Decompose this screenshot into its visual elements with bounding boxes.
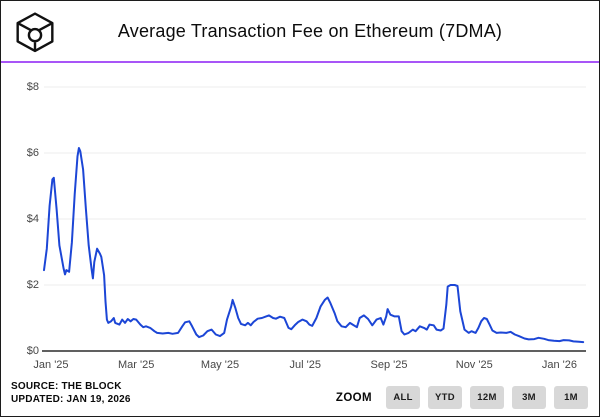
source-attribution: SOURCE: THE BLOCK UPDATED: JAN 19, 2026 — [11, 380, 131, 406]
x-axis-tick-label: Jul '25 — [289, 359, 321, 371]
header-divider — [1, 61, 599, 63]
y-axis-tick-label: $8 — [26, 81, 39, 93]
zoom-button-all[interactable]: ALL — [386, 386, 420, 409]
x-axis-tick-label: Sep '25 — [370, 359, 408, 371]
x-axis-tick-label: May '25 — [200, 359, 240, 371]
zoom-button-1m[interactable]: 1M — [554, 386, 588, 409]
the-block-logo-icon — [16, 12, 54, 53]
zoom-label: ZOOM — [335, 391, 372, 404]
source-line: SOURCE: THE BLOCK — [11, 381, 122, 392]
zoom-button-3m[interactable]: 3M — [512, 386, 546, 409]
y-axis-tick-label: $0 — [26, 345, 39, 357]
page-title: Average Transaction Fee on Ethereum (7DM… — [117, 21, 503, 41]
updated-line: UPDATED: JAN 19, 2026 — [11, 394, 131, 405]
x-axis-tick-label: Mar '25 — [118, 359, 155, 371]
chart-header: Average Transaction Fee on Ethereum (7DM… — [1, 1, 599, 61]
fee-line-series — [43, 147, 585, 344]
x-axis-tick-label: Jan '26 — [541, 359, 578, 371]
y-axis-tick-label: $4 — [26, 213, 39, 225]
zoom-button-12m[interactable]: 12M — [470, 386, 504, 409]
y-axis-tick-label: $2 — [26, 279, 39, 291]
x-axis-tick-label: Jan '25 — [33, 359, 69, 371]
zoom-controls: ZOOM ALL YTD 12M 3M 1M — [336, 386, 588, 409]
x-axis-tick-label: Nov '25 — [455, 359, 493, 371]
zoom-button-ytd[interactable]: YTD — [428, 386, 462, 409]
y-axis-tick-label: $6 — [26, 147, 39, 159]
